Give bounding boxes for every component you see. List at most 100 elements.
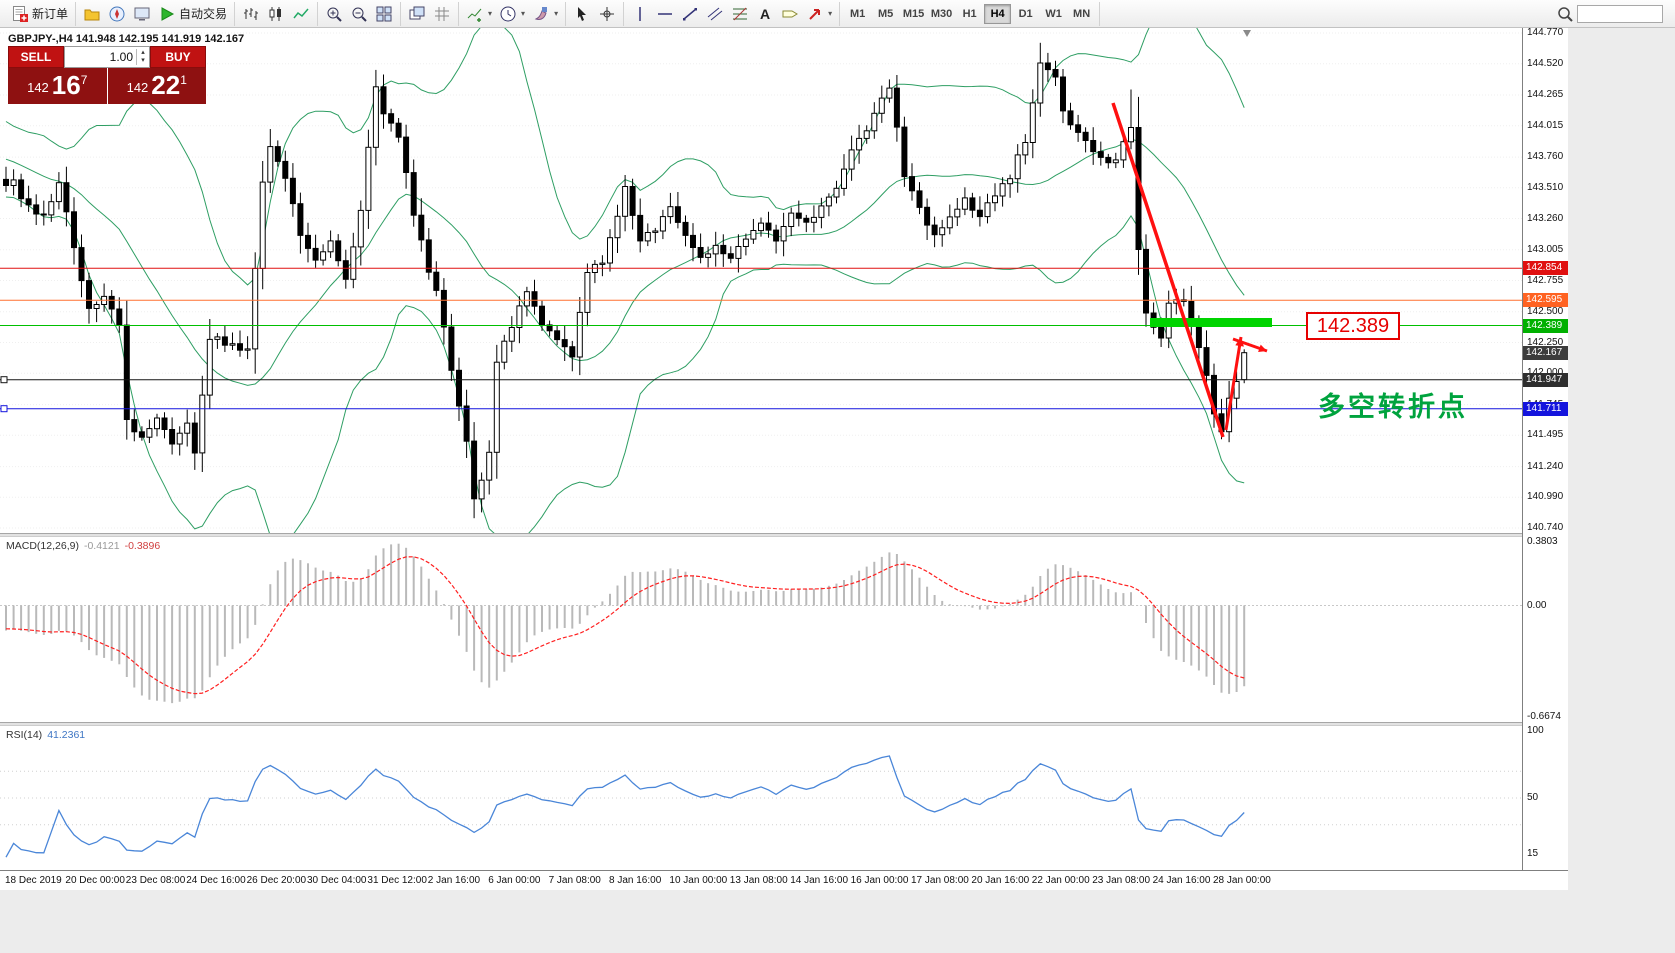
sell-price[interactable]: 142 16 7 <box>8 68 107 104</box>
periods-button[interactable]: ▾ <box>496 3 528 25</box>
rsi-chart[interactable] <box>0 726 1522 870</box>
price-tick-label: 143.260 <box>1527 212 1564 224</box>
tile-windows-button[interactable] <box>372 3 396 25</box>
symbol-info: GBPJPY-,H4 141.948 142.195 141.919 142.1… <box>8 33 245 45</box>
fibonacci-button[interactable] <box>728 3 752 25</box>
horizontal-line-button[interactable] <box>653 3 677 25</box>
arrows-tool-button[interactable]: ▾ <box>803 3 835 25</box>
autotrading-button[interactable]: 自动交易 <box>155 3 230 25</box>
rsi-value: 41.2361 <box>47 729 86 741</box>
macd-chart[interactable] <box>0 537 1522 722</box>
label-tool-button[interactable] <box>778 3 802 25</box>
toolbar-search <box>1556 4 1671 23</box>
zoom-out-button[interactable] <box>347 3 371 25</box>
equidistant-channel-button[interactable] <box>703 3 727 25</box>
new-order-button[interactable]: 新订单 <box>8 3 71 25</box>
profiles-button[interactable] <box>80 3 104 25</box>
pane-splitter-1[interactable] <box>0 533 1568 537</box>
timeframe-group: M1 M5 M15 M30 H1 H4 D1 W1 MN <box>840 1 1101 26</box>
volume-up-icon[interactable]: ▴ <box>141 49 145 56</box>
vertical-line-button[interactable] <box>628 3 652 25</box>
buy-price-sup: 1 <box>180 73 187 87</box>
timeframe-w1-button[interactable]: W1 <box>1040 4 1067 24</box>
zoom-in-button[interactable] <box>322 3 346 25</box>
price-tick-label: 144.520 <box>1527 57 1564 69</box>
buy-price-big: 22 <box>151 70 181 100</box>
horizontal-line-icon <box>658 12 673 15</box>
time-tick-label: 20 Dec 00:00 <box>65 875 125 886</box>
turning-point-note[interactable]: 多空转折点 <box>1318 392 1468 422</box>
timeframe-d1-button[interactable]: D1 <box>1012 4 1039 24</box>
sell-price-sup: 7 <box>80 73 88 87</box>
text-tool-button[interactable]: A <box>753 3 777 25</box>
time-tick-label: 2 Jan 16:00 <box>427 875 481 886</box>
price-axis[interactable]: 144.770 144.520 144.265 144.015 143.760 143.5… <box>1522 27 1569 870</box>
autoplay-icon <box>161 6 175 21</box>
channel-icon <box>707 7 723 20</box>
grid-toggle-button[interactable] <box>430 3 454 25</box>
pane-splitter-2[interactable] <box>0 722 1568 726</box>
symbol-search-input[interactable] <box>1577 4 1663 23</box>
indicators-button[interactable]: ▾ <box>463 3 495 25</box>
timeframe-m30-button[interactable]: M30 <box>928 4 955 24</box>
templates-button[interactable]: ▾ <box>529 3 561 25</box>
horizontal-line-141947[interactable] <box>0 376 1522 384</box>
time-tick-label: 16 Jan 00:00 <box>850 875 909 886</box>
cursor-group <box>566 1 625 26</box>
horizontal-line-141711[interactable] <box>0 405 1522 413</box>
time-tick-label: 22 Jan 00:00 <box>1031 875 1090 886</box>
trade-panel-top: SELL 1.00 ▴ ▾ BUY <box>8 46 206 68</box>
one-click-trade-panel: SELL 1.00 ▴ ▾ BUY 142 16 7 142 22 1 <box>8 46 206 104</box>
buy-button[interactable]: BUY <box>150 46 206 68</box>
volume-down-icon[interactable]: ▾ <box>141 57 145 64</box>
timeframe-mn-button[interactable]: MN <box>1068 4 1095 24</box>
cursor-button[interactable] <box>570 3 594 25</box>
volume-field[interactable]: 1.00 ▴ ▾ <box>64 46 150 68</box>
vertical-line-icon <box>639 6 641 21</box>
timeframe-m15-button[interactable]: M15 <box>900 4 927 24</box>
price-tick-label: 141.240 <box>1527 460 1564 472</box>
trendline-button[interactable] <box>678 3 702 25</box>
timeframe-m1-button[interactable]: M1 <box>844 4 871 24</box>
price-tick-label: 143.760 <box>1527 151 1564 163</box>
time-axis[interactable]: 18 Dec 2019 20 Dec 00:00 23 Dec 08:00 24 De… <box>0 870 1568 890</box>
chart-shift-marker[interactable] <box>1243 30 1251 37</box>
time-tick-label: 24 Dec 16:00 <box>186 875 246 886</box>
bar-chart-icon <box>244 7 259 20</box>
macd-value-main: -0.4121 <box>83 540 120 552</box>
bar-chart-button[interactable] <box>239 3 263 25</box>
candle-chart-icon <box>269 6 282 21</box>
bid-price-badge: 142.167 <box>1523 345 1569 360</box>
sell-button[interactable]: SELL <box>8 46 64 68</box>
price-callout-box[interactable]: 142.389 <box>1306 312 1400 340</box>
rsi-pane: RSI(14) 41.2361 <box>0 726 1522 870</box>
price-pane: GBPJPY-,H4 141.948 142.195 141.919 142.1… <box>0 28 1522 533</box>
timeframe-m5-button[interactable]: M5 <box>872 4 899 24</box>
timeframe-h1-button[interactable]: H1 <box>956 4 983 24</box>
grid-icon <box>435 6 450 21</box>
candlestick-chart[interactable] <box>0 28 1522 533</box>
caret-down-icon: ▾ <box>828 9 833 18</box>
terminal-button[interactable] <box>130 3 154 25</box>
volume-spinner[interactable]: ▴ ▾ <box>136 49 149 65</box>
svg-text:A: A <box>760 6 770 22</box>
navigator-button[interactable] <box>105 3 129 25</box>
timeframe-h4-button[interactable]: H4 <box>984 3 1012 24</box>
draw-group: A ▾ <box>624 1 841 26</box>
price-badge: 142.389 <box>1523 318 1569 333</box>
auto-arrange-button[interactable] <box>405 3 429 25</box>
price-tick-label: 143.510 <box>1527 181 1564 193</box>
tile-windows-icon <box>376 6 392 21</box>
arrows-icon <box>809 8 821 20</box>
line-chart-button[interactable] <box>289 3 313 25</box>
caret-down-icon: ▾ <box>488 9 493 18</box>
green-zone-bar[interactable] <box>1150 318 1272 327</box>
buy-price[interactable]: 142 22 1 <box>107 68 206 104</box>
red-trend-line[interactable] <box>1111 102 1225 438</box>
red-pullback-arrow[interactable] <box>1232 337 1268 353</box>
crosshair-button[interactable] <box>595 3 619 25</box>
candle-chart-button[interactable] <box>264 3 288 25</box>
autotrading-label: 自动交易 <box>179 7 228 21</box>
time-tick-label: 7 Jan 08:00 <box>548 875 601 886</box>
time-tick-label: 10 Jan 00:00 <box>669 875 728 886</box>
